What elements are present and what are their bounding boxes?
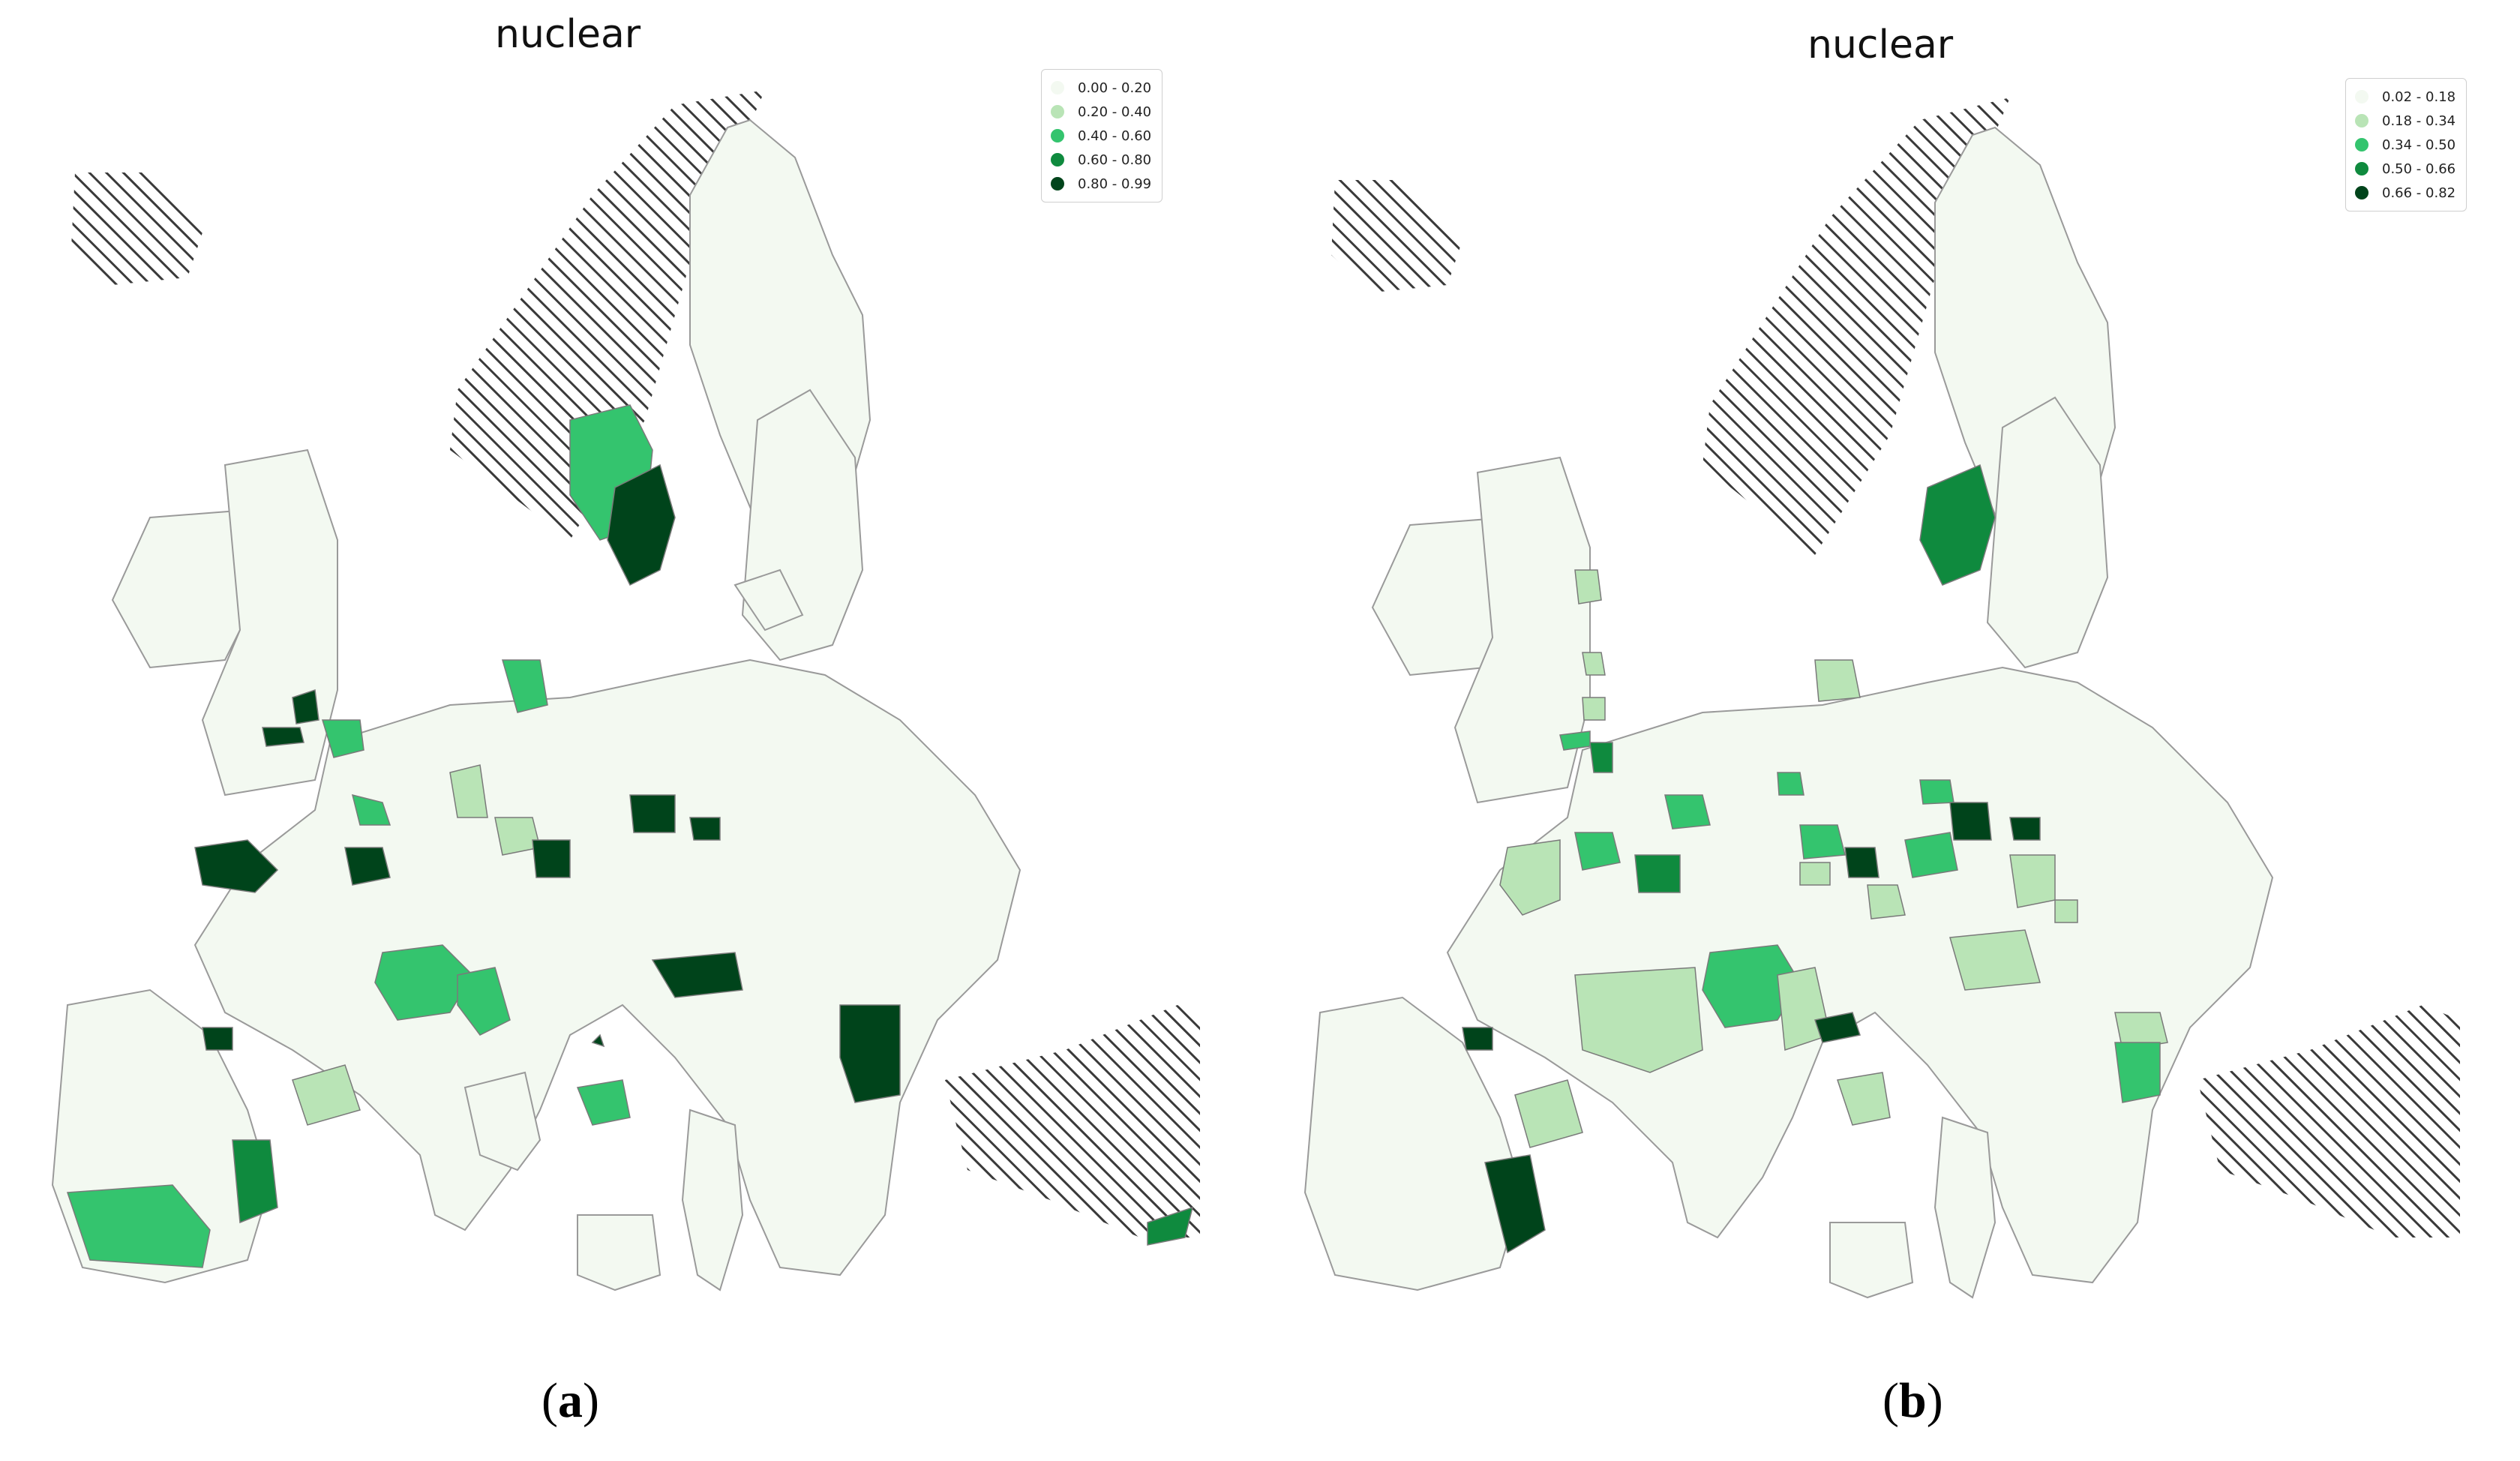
legend-swatch-icon — [2355, 138, 2368, 152]
legend-item: 0.00 - 0.20 — [1051, 76, 1151, 100]
legend-swatch-icon — [2355, 186, 2368, 200]
legend-item: 0.02 - 0.18 — [2355, 85, 2456, 109]
legend-label: 0.80 - 0.99 — [1078, 176, 1152, 192]
legend-label: 0.34 - 0.50 — [2382, 136, 2456, 153]
legend-swatch-icon — [2355, 162, 2368, 176]
legend-label: 0.50 - 0.66 — [2382, 160, 2456, 177]
legend-label: 0.40 - 0.60 — [1078, 128, 1152, 144]
legend-swatch-icon — [2355, 114, 2368, 128]
map-legend: 0.00 - 0.20 0.20 - 0.40 0.40 - 0.60 0.60… — [1041, 69, 1163, 202]
legend-label: 0.02 - 0.18 — [2382, 88, 2456, 105]
land-regions — [1304, 126, 2274, 1299]
highlighted-regions — [1462, 464, 2168, 1254]
legend-item: 0.20 - 0.40 — [1051, 100, 1151, 124]
map-title: nuclear — [1808, 22, 1954, 68]
legend-swatch-icon — [1051, 105, 1064, 118]
legend-swatch-icon — [1051, 177, 1064, 190]
legend-item: 0.66 - 0.82 — [2355, 181, 2456, 205]
land-regions — [51, 118, 1022, 1292]
legend-swatch-icon — [2355, 90, 2368, 104]
highlighted-regions — [66, 404, 1194, 1268]
map-panel-a: nuclear 0.00 - 0.20 0.20 - 0.40 0.40 - 0… — [51, 12, 1200, 1428]
legend-swatch-icon — [1051, 129, 1064, 142]
legend-swatch-icon — [1051, 153, 1064, 166]
legend-label: 0.60 - 0.80 — [1078, 152, 1152, 168]
legend-item: 0.50 - 0.66 — [2355, 157, 2456, 181]
legend-label: 0.00 - 0.20 — [1078, 80, 1152, 96]
map-legend: 0.02 - 0.18 0.18 - 0.34 0.34 - 0.50 0.50… — [2345, 78, 2468, 212]
legend-label: 0.66 - 0.82 — [2382, 184, 2456, 201]
legend-item: 0.18 - 0.34 — [2355, 109, 2456, 133]
panel-label: (b) — [1882, 1373, 1943, 1428]
map-panel-b: nuclear 0.02 - 0.18 0.18 - 0.34 0.34 - 0… — [1260, 0, 2520, 1461]
legend-item: 0.80 - 0.99 — [1051, 172, 1151, 196]
europe-map-b — [1304, 98, 2460, 1299]
panel-label: (a) — [542, 1373, 599, 1428]
legend-item: 0.40 - 0.60 — [1051, 124, 1151, 148]
legend-label: 0.18 - 0.34 — [2382, 112, 2456, 129]
legend-label: 0.20 - 0.40 — [1078, 104, 1152, 120]
legend-item: 0.34 - 0.50 — [2355, 133, 2456, 157]
legend-item: 0.60 - 0.80 — [1051, 148, 1151, 172]
europe-map-a — [51, 90, 1200, 1292]
map-title: nuclear — [495, 12, 641, 57]
legend-swatch-icon — [1051, 81, 1064, 94]
